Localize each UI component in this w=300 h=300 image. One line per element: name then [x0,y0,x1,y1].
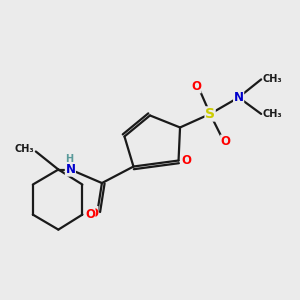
Text: S: S [205,107,215,121]
Text: O: O [88,207,98,220]
Text: O: O [221,135,231,148]
Text: CH₃: CH₃ [263,109,282,119]
Text: CH₃: CH₃ [263,74,282,84]
Text: O: O [191,80,201,93]
Text: O: O [181,154,191,167]
Text: O: O [85,208,95,221]
Text: N: N [234,91,244,104]
Text: N: N [65,163,75,176]
Text: CH₃: CH₃ [15,144,34,154]
Text: H: H [65,154,73,164]
